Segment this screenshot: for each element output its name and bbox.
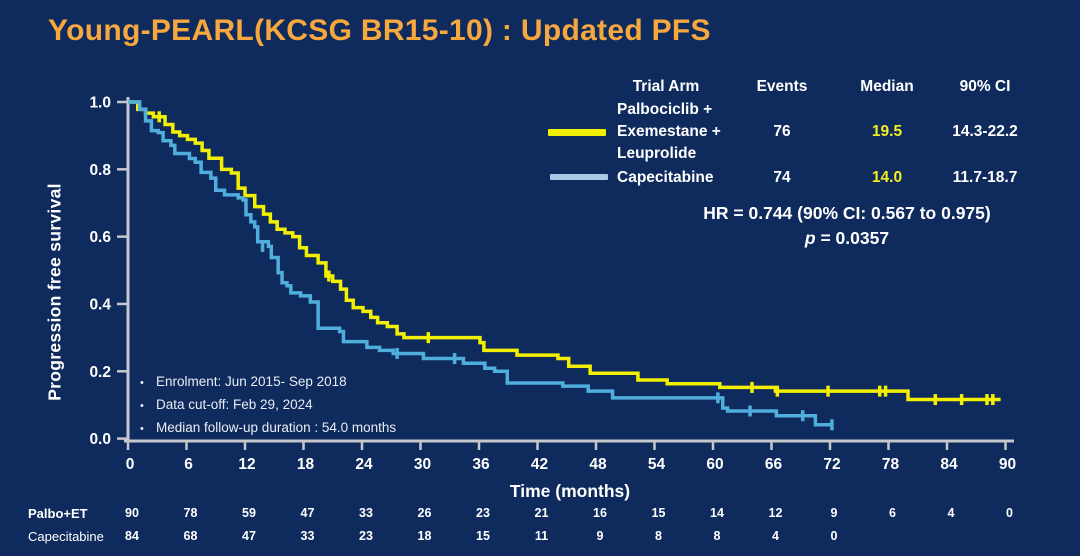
x-axis-title: Time (months) (509, 481, 631, 501)
svg-text:23: 23 (476, 506, 490, 520)
svg-text:84: 84 (125, 529, 139, 543)
svg-text:0.0: 0.0 (89, 431, 111, 448)
p-line: p = 0.0357 (616, 226, 1078, 251)
note-enrolment: • Enrolment: Jun 2015- Sep 2018 (140, 371, 396, 394)
legend-arm-palbociclib: Palbociclib + Exemestane + Leuprolide (617, 101, 721, 162)
svg-text:9: 9 (831, 506, 838, 520)
svg-text:18: 18 (297, 456, 315, 473)
svg-text:24: 24 (355, 456, 373, 473)
legend-median-capecitabine: 14.0 (871, 169, 903, 186)
hr-line: HR = 0.744 (90% CI: 0.567 to 0.975) (703, 203, 991, 223)
svg-text:78: 78 (882, 456, 900, 473)
svg-text:59: 59 (242, 506, 256, 520)
svg-text:8: 8 (714, 529, 721, 543)
svg-text:48: 48 (589, 456, 607, 473)
svg-text:0: 0 (126, 456, 135, 473)
svg-text:0: 0 (831, 529, 838, 543)
note-cutoff: • Data cut-off: Feb 29, 2024 (140, 394, 396, 417)
svg-text:72: 72 (823, 456, 840, 473)
svg-text:47: 47 (242, 529, 256, 543)
legend-header-trial-arm: Trial Arm (632, 78, 700, 95)
svg-text:33: 33 (359, 506, 373, 520)
svg-text:8: 8 (655, 529, 662, 543)
svg-text:18: 18 (418, 529, 432, 543)
svg-text:0.8: 0.8 (89, 162, 111, 179)
svg-text:26: 26 (418, 506, 432, 520)
svg-text:42: 42 (531, 456, 548, 473)
svg-text:0: 0 (1006, 506, 1013, 520)
svg-text:30: 30 (414, 456, 431, 473)
bullet-icon: • (140, 423, 144, 435)
svg-text:4: 4 (948, 506, 955, 520)
legend-header-events: Events (756, 78, 808, 95)
svg-text:1.0: 1.0 (89, 95, 111, 112)
svg-text:84: 84 (940, 456, 958, 473)
legend-header-median: Median (860, 78, 914, 95)
legend-ci-palbociclib: 14.3-22.2 (952, 123, 1018, 140)
svg-text:6: 6 (184, 456, 193, 473)
legend-median-palbociclib: 19.5 (871, 123, 903, 140)
hr-stats: HR = 0.744 (90% CI: 0.567 to 0.975) p = … (616, 201, 1078, 251)
svg-text:66: 66 (765, 456, 783, 473)
bullet-icon: • (140, 400, 144, 412)
slide-title: Young-PEARL(KCSG BR15-10) : Updated PFS (48, 14, 711, 47)
svg-text:90: 90 (125, 506, 139, 520)
svg-text:78: 78 (184, 506, 198, 520)
svg-text:12: 12 (238, 456, 255, 473)
legend-swatch-palbociclib (548, 129, 606, 136)
legend-arm-capecitabine: Capecitabine (617, 169, 714, 186)
svg-text:90: 90 (999, 456, 1016, 473)
svg-text:12: 12 (769, 506, 783, 520)
svg-text:15: 15 (652, 506, 666, 520)
svg-text:23: 23 (359, 529, 373, 543)
bullet-icon: • (140, 377, 144, 389)
note-followup: • Median follow-up duration : 54.0 month… (140, 417, 396, 440)
svg-text:54: 54 (648, 456, 666, 473)
y-axis-title: Progression free survival (44, 183, 65, 401)
svg-text:47: 47 (301, 506, 315, 520)
svg-text:60: 60 (706, 456, 723, 473)
risk-row-label-palbo: Palbo+ET (28, 506, 88, 521)
svg-text:4: 4 (772, 529, 779, 543)
svg-text:36: 36 (472, 456, 490, 473)
svg-text:16: 16 (593, 506, 607, 520)
p-value: = 0.0357 (815, 228, 890, 248)
legend-events-capecitabine: 74 (773, 169, 791, 186)
svg-text:0.6: 0.6 (89, 229, 111, 246)
svg-text:68: 68 (184, 529, 198, 543)
svg-text:33: 33 (301, 529, 315, 543)
legend-swatch-capecitabine (550, 174, 608, 180)
svg-text:14: 14 (710, 506, 724, 520)
legend-events-palbociclib: 76 (773, 123, 791, 140)
svg-text:11: 11 (535, 529, 548, 543)
legend-header-ci: 90% CI (959, 78, 1011, 95)
svg-text:0.2: 0.2 (89, 364, 111, 381)
legend-ci-capecitabine: 11.7-18.7 (952, 169, 1018, 186)
svg-text:9: 9 (597, 529, 604, 543)
svg-text:6: 6 (889, 506, 896, 520)
svg-text:0.4: 0.4 (89, 296, 111, 313)
svg-text:15: 15 (476, 529, 490, 543)
p-symbol: p (804, 228, 816, 248)
svg-text:21: 21 (535, 506, 549, 520)
risk-row-label-capecitabine: Capecitabine (28, 529, 104, 544)
study-notes: • Enrolment: Jun 2015- Sep 2018 • Data c… (140, 371, 396, 440)
